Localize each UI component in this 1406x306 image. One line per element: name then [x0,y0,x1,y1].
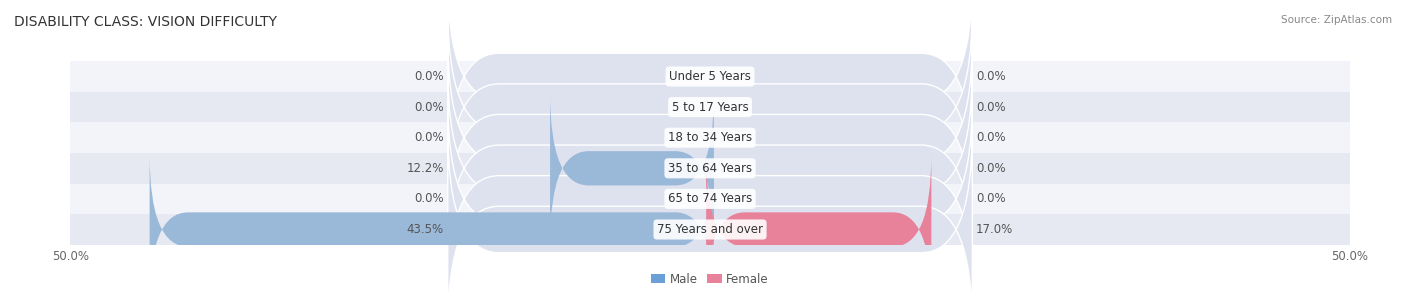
FancyBboxPatch shape [447,130,973,306]
Bar [70,122,1350,153]
Text: 12.2%: 12.2% [406,162,444,175]
Text: Under 5 Years: Under 5 Years [669,70,751,83]
Legend: Male, Female: Male, Female [647,268,773,290]
Text: 43.5%: 43.5% [406,223,444,236]
Text: 0.0%: 0.0% [976,192,1005,205]
Text: 75 Years and over: 75 Years and over [657,223,763,236]
FancyBboxPatch shape [447,100,973,298]
Bar [70,61,1350,92]
FancyBboxPatch shape [447,39,973,237]
Text: DISABILITY CLASS: VISION DIFFICULTY: DISABILITY CLASS: VISION DIFFICULTY [14,15,277,29]
Text: Source: ZipAtlas.com: Source: ZipAtlas.com [1281,15,1392,25]
Text: 5 to 17 Years: 5 to 17 Years [672,101,748,114]
Text: 65 to 74 Years: 65 to 74 Years [668,192,752,205]
Text: 0.0%: 0.0% [976,162,1005,175]
FancyBboxPatch shape [447,8,973,206]
Text: 0.0%: 0.0% [415,192,444,205]
Text: 0.0%: 0.0% [415,101,444,114]
Text: 0.0%: 0.0% [415,70,444,83]
Text: 18 to 34 Years: 18 to 34 Years [668,131,752,144]
Bar [70,92,1350,122]
FancyBboxPatch shape [550,94,714,243]
Text: 0.0%: 0.0% [415,131,444,144]
Text: 0.0%: 0.0% [976,70,1005,83]
Text: 0.0%: 0.0% [976,101,1005,114]
Text: 17.0%: 17.0% [976,223,1014,236]
FancyBboxPatch shape [447,69,973,267]
Bar [70,214,1350,245]
FancyBboxPatch shape [706,155,931,304]
Bar [70,184,1350,214]
FancyBboxPatch shape [447,0,973,176]
Text: 0.0%: 0.0% [976,131,1005,144]
Bar [70,153,1350,184]
FancyBboxPatch shape [149,155,714,304]
Text: 35 to 64 Years: 35 to 64 Years [668,162,752,175]
